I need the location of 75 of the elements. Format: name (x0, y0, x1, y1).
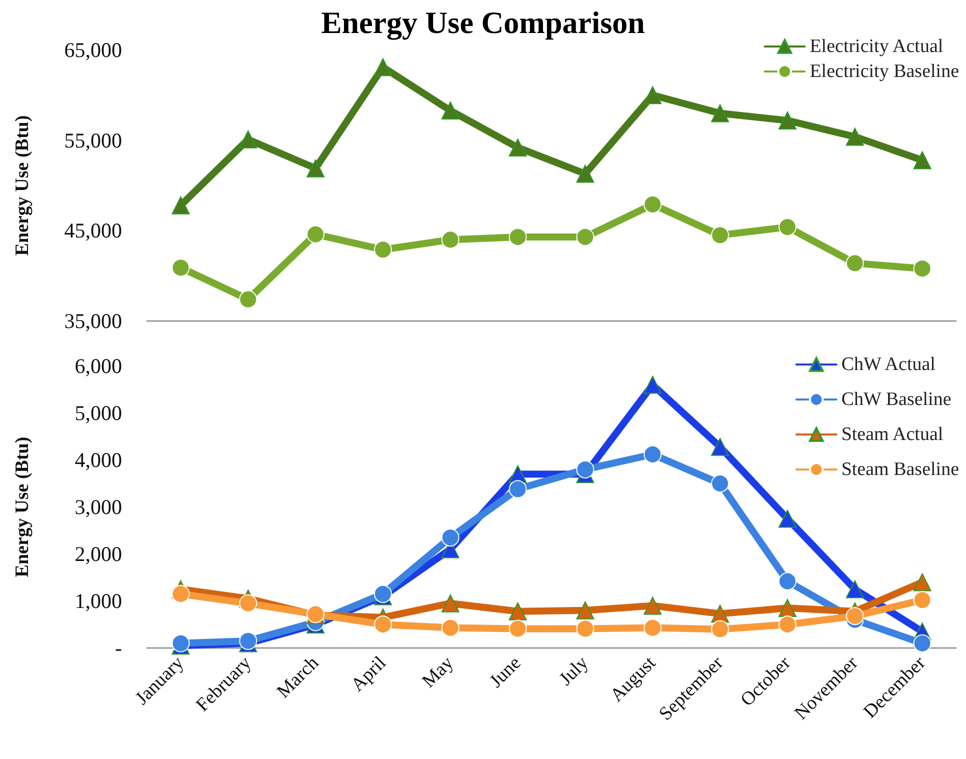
x-tick-label: June (486, 652, 526, 692)
point (441, 230, 460, 249)
point (441, 102, 460, 120)
point (239, 290, 258, 308)
point (441, 528, 460, 547)
point (913, 260, 932, 278)
point (711, 620, 730, 638)
y-tick-label: 6,000 (74, 354, 122, 378)
legend-label: Steam Actual (841, 424, 944, 445)
legend-label: Electricity Baseline (810, 61, 960, 82)
point (576, 601, 594, 620)
point (846, 254, 864, 272)
y-tick-label: 35,000 (64, 309, 122, 333)
legend-label: ChW Baseline (841, 389, 952, 410)
point (172, 196, 190, 214)
y-tick-label: 1,000 (74, 589, 122, 613)
point (913, 573, 932, 592)
point (172, 584, 190, 603)
legend-label: Steam Baseline (841, 459, 960, 480)
point (508, 228, 527, 246)
point (913, 591, 932, 610)
point (172, 258, 190, 277)
y-axis-title: Energy Use (Btu) (12, 436, 33, 578)
point (306, 159, 325, 178)
point (576, 164, 594, 183)
y-tick-label: 45,000 (64, 218, 122, 243)
point (644, 195, 662, 214)
point (711, 474, 730, 492)
point (778, 111, 796, 130)
y-tick-label: 65,000 (64, 38, 122, 62)
point (576, 620, 594, 638)
point (711, 226, 730, 244)
point (644, 596, 662, 615)
y-axis-title: Energy Use (Btu) (12, 115, 33, 256)
x-tick-label: May (418, 652, 458, 692)
chart-title: Energy Use Comparison (321, 5, 645, 40)
point (576, 228, 594, 246)
point (778, 616, 796, 634)
x-tick-label: July (555, 652, 593, 690)
point (644, 376, 662, 394)
point (778, 218, 796, 236)
point (778, 599, 796, 618)
point (508, 480, 527, 498)
point (644, 618, 662, 637)
point (778, 510, 796, 528)
y-tick-label: 55,000 (64, 128, 122, 152)
point (846, 607, 864, 626)
point (711, 104, 730, 122)
point (374, 58, 392, 76)
point (508, 138, 527, 157)
point (711, 438, 730, 456)
point (846, 128, 864, 146)
legend-label: Electricity Actual (810, 36, 944, 57)
point (913, 634, 932, 652)
legend-label: ChW Actual (841, 354, 936, 375)
point (913, 151, 932, 170)
y-tick-label: - (115, 636, 122, 660)
point (239, 594, 258, 612)
y-tick-label: 4,000 (74, 448, 122, 472)
point (441, 618, 460, 637)
y-tick-label: 3,000 (74, 495, 122, 519)
point (644, 86, 662, 104)
point (508, 620, 527, 638)
point (441, 594, 460, 612)
point (846, 580, 864, 598)
y-tick-label: 2,000 (74, 542, 122, 566)
point (374, 616, 392, 634)
point (374, 240, 392, 259)
point (576, 460, 594, 478)
point (508, 602, 527, 620)
point (778, 572, 796, 590)
point (306, 225, 325, 244)
point (239, 130, 258, 148)
y-tick-label: 5,000 (74, 401, 122, 425)
point (644, 445, 662, 464)
